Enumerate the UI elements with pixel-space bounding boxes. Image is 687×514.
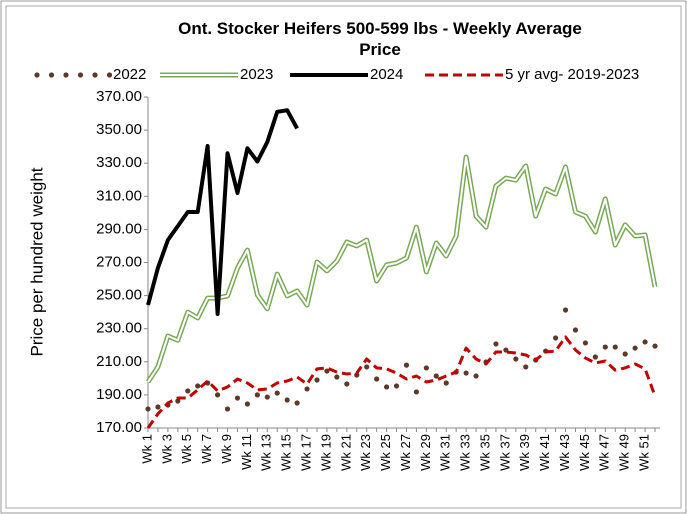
data-point <box>652 343 658 349</box>
data-point <box>642 339 648 345</box>
data-point <box>513 356 519 362</box>
x-tick-label: Wk 13 <box>259 434 274 471</box>
legend-swatch <box>77 72 84 78</box>
data-point <box>364 364 370 370</box>
data-point <box>274 390 280 396</box>
x-tick-label: Wk 49 <box>617 434 632 471</box>
data-point <box>582 340 589 346</box>
data-point <box>393 383 400 389</box>
x-tick-label: Wk 45 <box>577 434 592 471</box>
x-tick-label: Wk 31 <box>438 434 453 471</box>
y-axis-label: Price per hundred weight <box>27 167 46 356</box>
x-tick-label: Wk 29 <box>418 434 433 471</box>
data-point <box>552 335 559 341</box>
data-point <box>234 395 241 401</box>
data-point <box>155 404 161 410</box>
legend-label: 2022 <box>113 66 146 83</box>
y-tick-label: 290.00 <box>96 220 142 237</box>
y-tick-label: 190.00 <box>96 386 142 403</box>
x-tick-label: Wk 21 <box>338 434 353 471</box>
legend-label: 2024 <box>370 66 403 83</box>
data-point <box>244 401 251 407</box>
data-point <box>284 397 290 403</box>
data-point <box>185 388 191 394</box>
y-tick-label: 170.00 <box>96 419 142 436</box>
data-point <box>254 392 260 398</box>
data-point <box>443 380 449 386</box>
data-point <box>602 344 608 350</box>
x-tick-label: Wk 15 <box>279 434 294 471</box>
x-tick-label: Wk 9 <box>219 434 234 464</box>
data-point <box>632 345 638 351</box>
x-tick-label: Wk 7 <box>199 434 214 464</box>
data-point <box>403 362 410 368</box>
y-tick-label: 230.00 <box>96 320 142 337</box>
x-tick-label: Wk 35 <box>477 434 492 471</box>
x-tick-label: Wk 1 <box>139 434 154 464</box>
x-tick-label: Wk 23 <box>358 434 373 471</box>
data-point <box>145 406 151 412</box>
data-point <box>413 389 420 395</box>
data-point <box>523 364 529 370</box>
data-point <box>463 370 469 376</box>
series-line <box>146 108 299 316</box>
x-tick-label: Wk 43 <box>557 434 572 471</box>
x-tick-label: Wk 37 <box>497 434 512 471</box>
data-point <box>423 365 429 371</box>
y-tick-label: 250.00 <box>96 287 142 304</box>
x-tick-label: Wk 25 <box>378 434 393 471</box>
data-point <box>572 327 579 333</box>
data-point <box>374 376 380 382</box>
y-tick-label: 330.00 <box>96 154 142 171</box>
legend-swatch <box>92 72 98 78</box>
data-point <box>294 400 300 406</box>
data-point <box>314 377 320 383</box>
data-point <box>622 351 628 357</box>
data-point <box>195 383 201 389</box>
data-point <box>264 394 270 400</box>
data-point <box>562 307 569 313</box>
data-point <box>175 398 181 404</box>
x-tick-label: Wk 3 <box>159 434 174 464</box>
x-tick-label: Wk 27 <box>398 434 413 471</box>
x-tick-label: Wk 41 <box>537 434 552 471</box>
x-tick-label: Wk 51 <box>636 434 651 471</box>
x-tick-label: Wk 47 <box>597 434 612 471</box>
x-tick-label: Wk 17 <box>298 434 313 471</box>
data-point <box>344 381 350 387</box>
data-point <box>473 373 479 379</box>
data-point <box>224 406 231 412</box>
y-tick-label: 370.00 <box>96 88 142 105</box>
legend-swatch <box>63 72 69 78</box>
y-tick-label: 210.00 <box>96 353 142 370</box>
chart-title: Ont. Stocker Heifers 500-599 lbs - Weekl… <box>178 19 582 59</box>
data-point <box>493 341 499 347</box>
series-line <box>146 335 657 429</box>
data-point <box>334 374 340 380</box>
legend-swatch <box>48 72 55 78</box>
x-tick-label: Wk 11 <box>239 434 254 470</box>
legend-label: 2023 <box>240 66 273 83</box>
x-tick-label: Wk 5 <box>179 434 194 464</box>
data-point <box>383 384 390 390</box>
data-point <box>214 392 221 398</box>
x-tick-label: Wk 19 <box>318 434 333 471</box>
legend-swatch <box>34 72 40 78</box>
legend-swatch <box>106 72 113 78</box>
data-point <box>612 344 618 350</box>
y-tick-label: 310.00 <box>96 187 142 204</box>
chart-border <box>5 5 682 509</box>
data-point <box>592 354 598 360</box>
data-point <box>433 373 439 379</box>
x-tick-label: Wk 39 <box>517 434 532 471</box>
legend-label: 5 yr avg- 2019-2023 <box>505 66 639 83</box>
x-tick-label: Wk 33 <box>458 434 473 471</box>
series-line-inner <box>147 156 656 383</box>
y-tick-label: 270.00 <box>96 253 142 270</box>
data-point <box>304 386 310 392</box>
y-tick-label: 350.00 <box>96 121 142 138</box>
